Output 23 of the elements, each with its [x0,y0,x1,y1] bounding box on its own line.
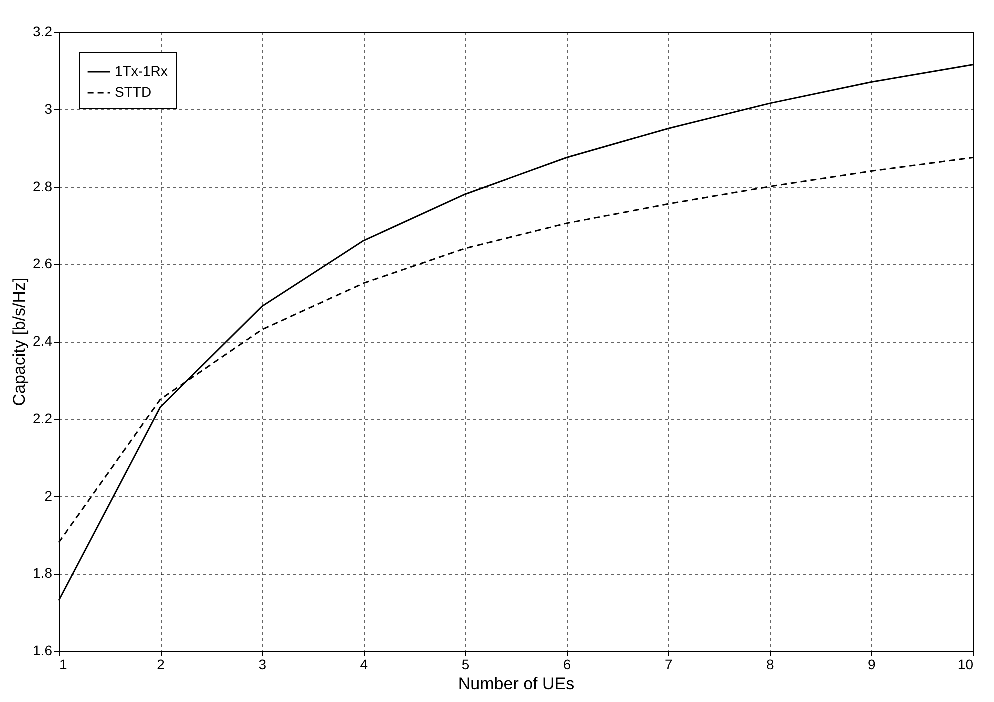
x-tick-label: 9 [868,656,876,672]
y-axis-title: Capacity [b/s/Hz] [10,278,30,406]
y-tick-label: 1.8 [33,565,53,582]
x-tick-label: 10 [958,656,974,672]
x-tick-label: 6 [563,656,572,672]
legend-label: STTD [115,84,152,100]
x-axis-title: Number of UEs [458,674,575,694]
x-tick-label: 5 [462,656,470,672]
y-tick-label: 1.6 [33,642,53,658]
y-tick-label: 2.8 [33,178,53,194]
x-tick-label: 8 [766,656,774,672]
y-tick-label: 3.2 [33,24,53,40]
y-tick-label: 2.6 [33,256,53,272]
x-tick-label: 2 [157,656,166,672]
y-tick-label: 3 [44,100,53,117]
y-tick-label: 2 [44,488,53,504]
x-tick-label: 3 [258,656,267,672]
y-tick-label: 2.4 [33,333,53,349]
x-tick-label: 7 [664,656,673,672]
x-tick-label: 1 [60,656,68,672]
x-tick-label: 4 [360,656,368,672]
y-tick-label: 2.2 [33,410,53,426]
legend-label: 1Tx-1Rx [115,63,168,79]
